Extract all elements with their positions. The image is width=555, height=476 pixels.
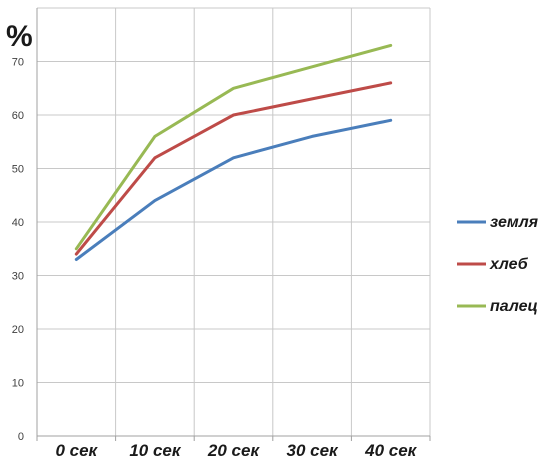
y-tick-label: 10 — [12, 378, 24, 390]
y-axis-label: % — [6, 20, 33, 53]
y-tick-label: 0 — [18, 431, 24, 443]
grid — [36, 7, 431, 441]
x-tick-label: 40 сек — [364, 441, 418, 460]
y-tick-label: 60 — [12, 110, 24, 122]
x-tick-label: 0 сек — [55, 441, 98, 460]
legend-label-земля: земля — [490, 214, 539, 231]
legend-label-хлеб: хлеб — [489, 256, 529, 273]
y-tick-label: 40 — [12, 217, 24, 229]
x-axis-ticks: 0 сек 10 сек 20 сек 30 сек 40 сек — [55, 441, 417, 460]
series-line-хлеб — [74, 81, 393, 256]
y-axis-ticks: 0 10 20 30 40 50 60 70 — [12, 57, 24, 444]
series-lines — [74, 43, 393, 261]
legend: земля хлеб палец — [457, 214, 539, 315]
y-tick-label: 30 — [12, 271, 24, 283]
legend-label-палец: палец — [490, 298, 538, 315]
x-tick-label: 10 сек — [129, 441, 182, 460]
y-tick-label: 70 — [12, 57, 24, 69]
y-tick-label: 20 — [12, 324, 24, 336]
x-tick-label: 30 сек — [287, 441, 340, 460]
series-line-палец — [74, 43, 393, 251]
series-line-земля — [74, 118, 393, 261]
y-tick-label: 50 — [12, 164, 24, 176]
x-tick-label: 20 сек — [207, 441, 261, 460]
